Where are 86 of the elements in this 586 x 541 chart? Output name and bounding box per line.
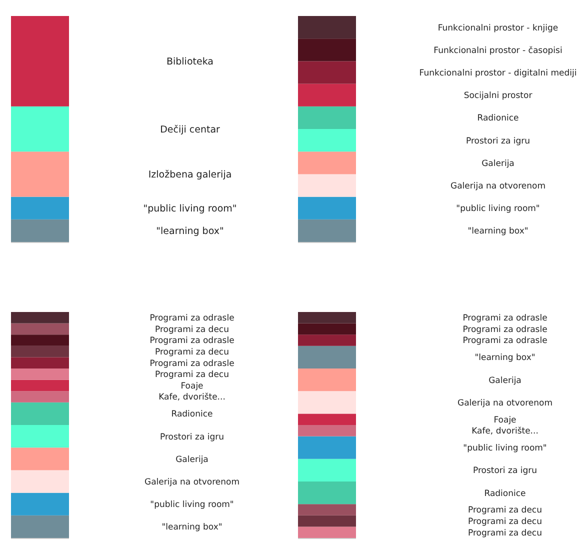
bar	[298, 458, 356, 482]
bar	[11, 357, 69, 368]
text: Socijalni prostor	[464, 91, 533, 102]
text: Funkcionalni prostor - digitalni mediji	[419, 68, 577, 78]
bar	[11, 368, 69, 380]
bar	[11, 515, 69, 538]
text: Galerija	[488, 376, 522, 386]
bar	[298, 368, 356, 392]
bar	[11, 323, 69, 335]
text: "public living room"	[150, 500, 234, 510]
bar	[298, 526, 356, 538]
text: Radionice	[171, 410, 213, 420]
text: Programi za decu	[155, 348, 229, 358]
text: Programi za odrasle	[462, 336, 548, 346]
bar	[298, 16, 356, 39]
bar	[298, 436, 356, 459]
bar	[298, 482, 356, 504]
text: Foaje	[494, 415, 516, 426]
text: Prostori za igru	[466, 136, 530, 146]
bar	[298, 196, 356, 220]
text: Programi za decu	[155, 324, 229, 335]
text: "learning box"	[474, 353, 536, 364]
text: Dečiji centar	[160, 124, 220, 136]
bar	[11, 152, 69, 197]
text: "public living room"	[463, 444, 547, 454]
text: Prostori za igru	[472, 466, 538, 476]
bar	[11, 219, 69, 242]
bar	[11, 312, 69, 324]
bar	[298, 129, 356, 152]
text: Radionice	[477, 114, 519, 124]
bar	[11, 448, 69, 470]
bar	[11, 106, 69, 152]
text: "learning box"	[156, 226, 224, 238]
bar	[11, 402, 69, 425]
text: Prostori za igru	[160, 432, 224, 442]
text: Galerija	[482, 158, 514, 169]
text: Funkcionalni prostor - knjige	[438, 23, 558, 34]
bar	[298, 84, 356, 106]
bar	[11, 425, 69, 448]
text: Programi za decu	[468, 506, 542, 516]
text: "learning box"	[468, 226, 528, 237]
bar	[298, 61, 356, 84]
text: Kafe, dvorište...	[472, 426, 538, 437]
text: "public living room"	[456, 204, 540, 214]
bar	[298, 219, 356, 242]
bar	[298, 323, 356, 335]
text: Galerija na otvorenom	[450, 181, 546, 192]
bar	[11, 16, 69, 106]
bar	[11, 334, 69, 346]
bar	[298, 391, 356, 414]
bar	[298, 334, 356, 346]
text: Programi za odrasle	[150, 314, 234, 324]
text: "learning box"	[162, 522, 222, 533]
text: Programi za odrasle	[150, 336, 234, 346]
bar	[11, 470, 69, 493]
text: Galerija na otvorenom	[458, 398, 552, 408]
text: Galerija na otvorenom	[144, 477, 240, 488]
bar	[298, 152, 356, 174]
text: Programi za decu	[155, 370, 229, 380]
text: "public living room"	[143, 203, 237, 214]
text: Biblioteka	[166, 56, 214, 68]
bar	[298, 312, 356, 324]
bar	[298, 515, 356, 527]
text: Programi za decu	[468, 528, 542, 538]
bar	[11, 380, 69, 392]
bar	[11, 196, 69, 220]
bar	[11, 346, 69, 358]
text: Funkcionalni prostor - časopisi	[434, 46, 562, 56]
text: Foaje	[180, 381, 204, 392]
text: Programi za odrasle	[150, 358, 234, 369]
bar	[298, 425, 356, 436]
bar	[298, 106, 356, 129]
text: Programi za odrasle	[462, 314, 548, 324]
bar	[298, 174, 356, 197]
bar	[298, 504, 356, 516]
bar	[298, 414, 356, 425]
text: Galerija	[176, 454, 208, 465]
bar	[298, 346, 356, 368]
text: Izložbena galerija	[148, 170, 232, 181]
bar	[11, 391, 69, 402]
text: Kafe, dvorište...	[158, 392, 226, 403]
bar	[298, 38, 356, 62]
text: Programi za odrasle	[462, 324, 548, 335]
text: Programi za decu	[468, 517, 542, 528]
bar	[11, 492, 69, 516]
text: Radionice	[484, 488, 526, 499]
